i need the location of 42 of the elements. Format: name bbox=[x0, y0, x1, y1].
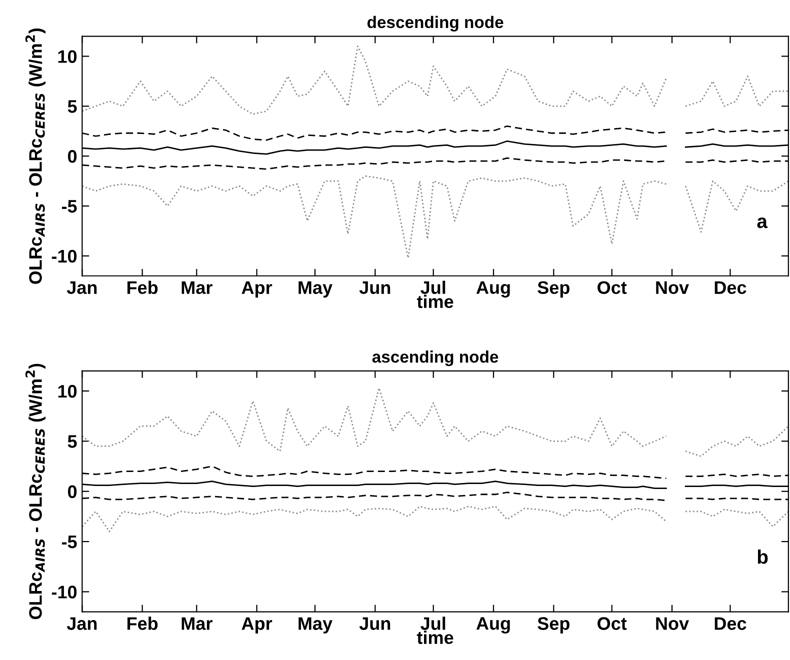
x-tick-label: Aug bbox=[476, 617, 510, 634]
y-tick-label: 5 bbox=[68, 435, 77, 448]
y-tick-label: 10 bbox=[58, 50, 77, 63]
x-tick-label: Nov bbox=[656, 281, 689, 294]
x-axis-title: time bbox=[416, 294, 454, 308]
x-tick-label: Nov bbox=[656, 617, 689, 630]
x-tick-label: Jul bbox=[420, 616, 446, 630]
x-axis-title: time bbox=[416, 630, 454, 644]
x-tick-label: Oct bbox=[598, 617, 627, 630]
x-tick-label: Jun bbox=[359, 281, 390, 294]
y-tick-label: -10 bbox=[52, 250, 77, 263]
y-tick-label: -5 bbox=[62, 200, 77, 213]
x-tick-label: Dec bbox=[714, 617, 746, 630]
x-tick-label: Dec bbox=[714, 281, 746, 294]
x-tick-label: Oct bbox=[598, 281, 627, 294]
x-tick-label: Apr bbox=[242, 617, 272, 634]
y-tick-label: -10 bbox=[52, 586, 77, 598]
y-axis-title: OLRc$_{AIRS}$ - OLRc$_{CERES}$ (W/m$^{2}$) bbox=[25, 28, 46, 284]
x-tick-label: Jun bbox=[359, 617, 390, 630]
x-tick-label: Jan bbox=[66, 617, 97, 630]
x-tick-label: Sep bbox=[538, 281, 570, 298]
x-tick-label: Feb bbox=[127, 280, 158, 294]
y-tick-label: 5 bbox=[68, 100, 77, 113]
annotation: b bbox=[758, 550, 768, 564]
x-tick-label: May bbox=[298, 617, 332, 634]
x-tick-label: Sep bbox=[538, 617, 570, 634]
x-tick-label: Feb bbox=[127, 616, 158, 630]
annotation: a bbox=[757, 218, 768, 228]
y-tick-label: -5 bbox=[62, 536, 77, 548]
y-axis-title: OLRc$_{AIRS}$ - OLRc$_{CERES}$ (W/m$^{2}$) bbox=[25, 364, 46, 620]
y-tick-label: 0 bbox=[68, 485, 77, 498]
x-tick-label: Jul bbox=[420, 280, 446, 294]
x-tick-label: Mar bbox=[182, 281, 212, 294]
x-tick-label: Mar bbox=[182, 617, 212, 630]
x-tick-label: Apr bbox=[242, 281, 272, 298]
chart-title: descending node bbox=[367, 16, 504, 32]
x-tick-label: Jan bbox=[66, 281, 97, 294]
y-tick-label: 0 bbox=[68, 150, 77, 163]
x-tick-label: May bbox=[298, 281, 332, 298]
y-tick-label: 10 bbox=[58, 384, 77, 398]
x-tick-label: Aug bbox=[476, 281, 510, 298]
chart-title: ascending node bbox=[372, 350, 498, 366]
